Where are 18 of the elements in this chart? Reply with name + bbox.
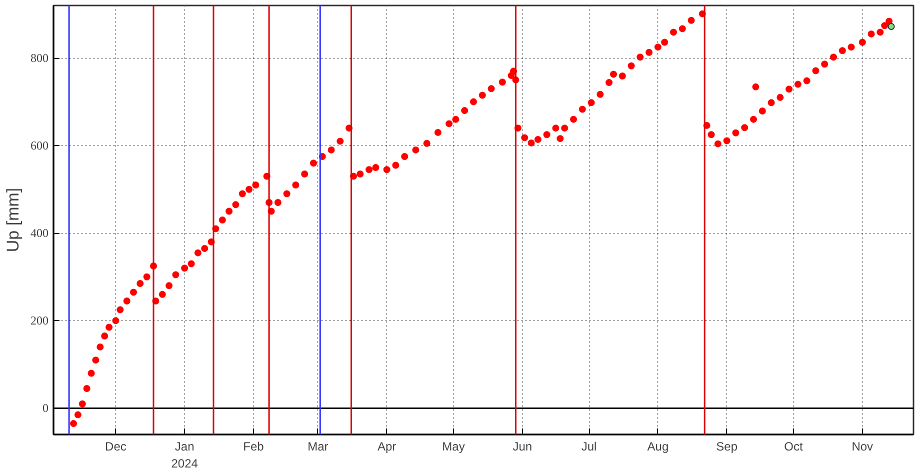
- y-axis-title: Up [mm]: [4, 188, 22, 252]
- x-tick-label: Dec: [105, 440, 126, 454]
- x-tick-label: Oct: [784, 440, 804, 454]
- x-tick-label: Jun: [512, 440, 532, 454]
- x-tick-label: Jan 2024: [171, 440, 198, 470]
- x-tick-label: Mar: [308, 440, 328, 454]
- y-tick-label: 600: [30, 138, 48, 153]
- y-tick-label: 200: [30, 314, 48, 328]
- x-tick-label: Aug: [647, 440, 669, 454]
- x-tick-label: Nov: [852, 440, 874, 454]
- y-tick-label: 400: [30, 226, 48, 240]
- x-tick-label: Sep: [716, 440, 738, 454]
- y-tick-label: 800: [30, 51, 48, 66]
- x-tick-label: Jul: [581, 440, 597, 454]
- x-tick-label: Feb: [243, 440, 264, 454]
- y-tick-label: 0: [42, 401, 48, 416]
- x-tick-label: Apr: [377, 440, 396, 454]
- x-tick-label: May: [442, 440, 465, 454]
